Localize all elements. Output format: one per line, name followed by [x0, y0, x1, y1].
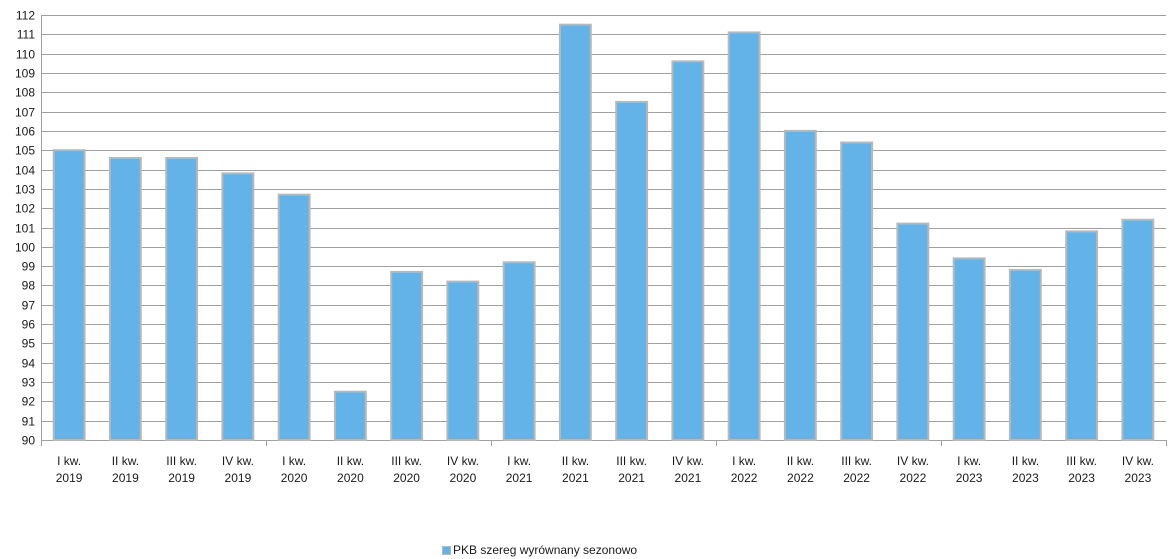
y-tick-label: 98	[22, 279, 36, 293]
bar	[727, 31, 761, 442]
bar	[896, 222, 930, 441]
x-tick-label: I kw. 2021	[506, 454, 533, 485]
legend-label: PKB szereg wyrównany sezonowo	[453, 543, 638, 557]
x-tick-label: I kw. 2022	[731, 454, 758, 485]
bar	[108, 157, 142, 441]
y-tick-label: 112	[16, 9, 35, 23]
y-tick-label: 99	[22, 260, 36, 274]
y-tick-label: 91	[22, 415, 36, 429]
y-tick-label: 106	[15, 125, 35, 139]
y-tick-label: 92	[22, 395, 36, 409]
x-tick-label: IV kw. 2021	[672, 454, 704, 485]
x-tick-label: II kw. 2023	[1012, 454, 1039, 485]
y-tick-label: 108	[15, 86, 35, 100]
bar	[1008, 269, 1042, 441]
legend: PKB szereg wyrównany sezonowo	[442, 543, 637, 557]
bar	[333, 390, 367, 442]
x-tick-label: I kw. 2019	[56, 454, 83, 485]
x-tick-label: III kw. 2019	[166, 454, 197, 485]
y-tick-label: 104	[15, 164, 35, 178]
y-tick-label: 102	[15, 202, 35, 216]
y-tick-label: 95	[22, 337, 36, 351]
x-tick-label: III kw. 2022	[841, 454, 872, 485]
y-tick-label: 97	[22, 299, 36, 313]
bar	[952, 257, 986, 441]
y-tick-label: 96	[22, 318, 36, 332]
x-tick-label: III kw. 2021	[616, 454, 647, 485]
y-tick-label: 105	[15, 144, 35, 158]
bar	[390, 270, 424, 441]
x-tick-label: IV kw. 2023	[1122, 454, 1154, 485]
y-tick-label: 100	[15, 241, 35, 255]
x-tick-label: IV kw. 2020	[447, 454, 479, 485]
y-tick-label: 103	[15, 183, 35, 197]
y-tick-label: 109	[15, 67, 35, 81]
legend-swatch	[442, 545, 451, 555]
bar	[221, 172, 255, 441]
bar	[840, 141, 874, 441]
x-tick-label: IV kw. 2022	[897, 454, 929, 485]
x-tick-label: III kw. 2023	[1066, 454, 1097, 485]
x-tick-label: II kw. 2021	[562, 454, 589, 485]
bar	[502, 261, 536, 441]
y-tick-label: 107	[15, 106, 35, 120]
bar	[558, 23, 592, 441]
x-tick-label: I kw. 2023	[956, 454, 983, 485]
y-tick-label: 94	[22, 357, 36, 371]
y-tick-label: 90	[22, 434, 36, 448]
y-tick-label: 110	[16, 48, 35, 62]
x-tick-label: I kw. 2020	[281, 454, 308, 485]
y-tick-label: 111	[17, 28, 36, 42]
x-tick-label: IV kw. 2019	[222, 454, 254, 485]
bar	[165, 157, 199, 441]
bar	[1121, 218, 1155, 441]
bar	[277, 193, 311, 441]
bar	[615, 100, 649, 442]
y-tick-label: 101	[15, 222, 35, 236]
bar	[671, 60, 705, 442]
bar	[52, 149, 86, 441]
x-tick-label: II kw. 2020	[337, 454, 364, 485]
x-tick-label: II kw. 2019	[112, 454, 139, 485]
x-tick-label: II kw. 2022	[787, 454, 814, 485]
x-tick-label: III kw. 2020	[391, 454, 422, 485]
bar	[1065, 230, 1099, 441]
y-tick-label: 93	[22, 376, 36, 390]
bar	[783, 129, 817, 441]
bar	[446, 280, 480, 441]
